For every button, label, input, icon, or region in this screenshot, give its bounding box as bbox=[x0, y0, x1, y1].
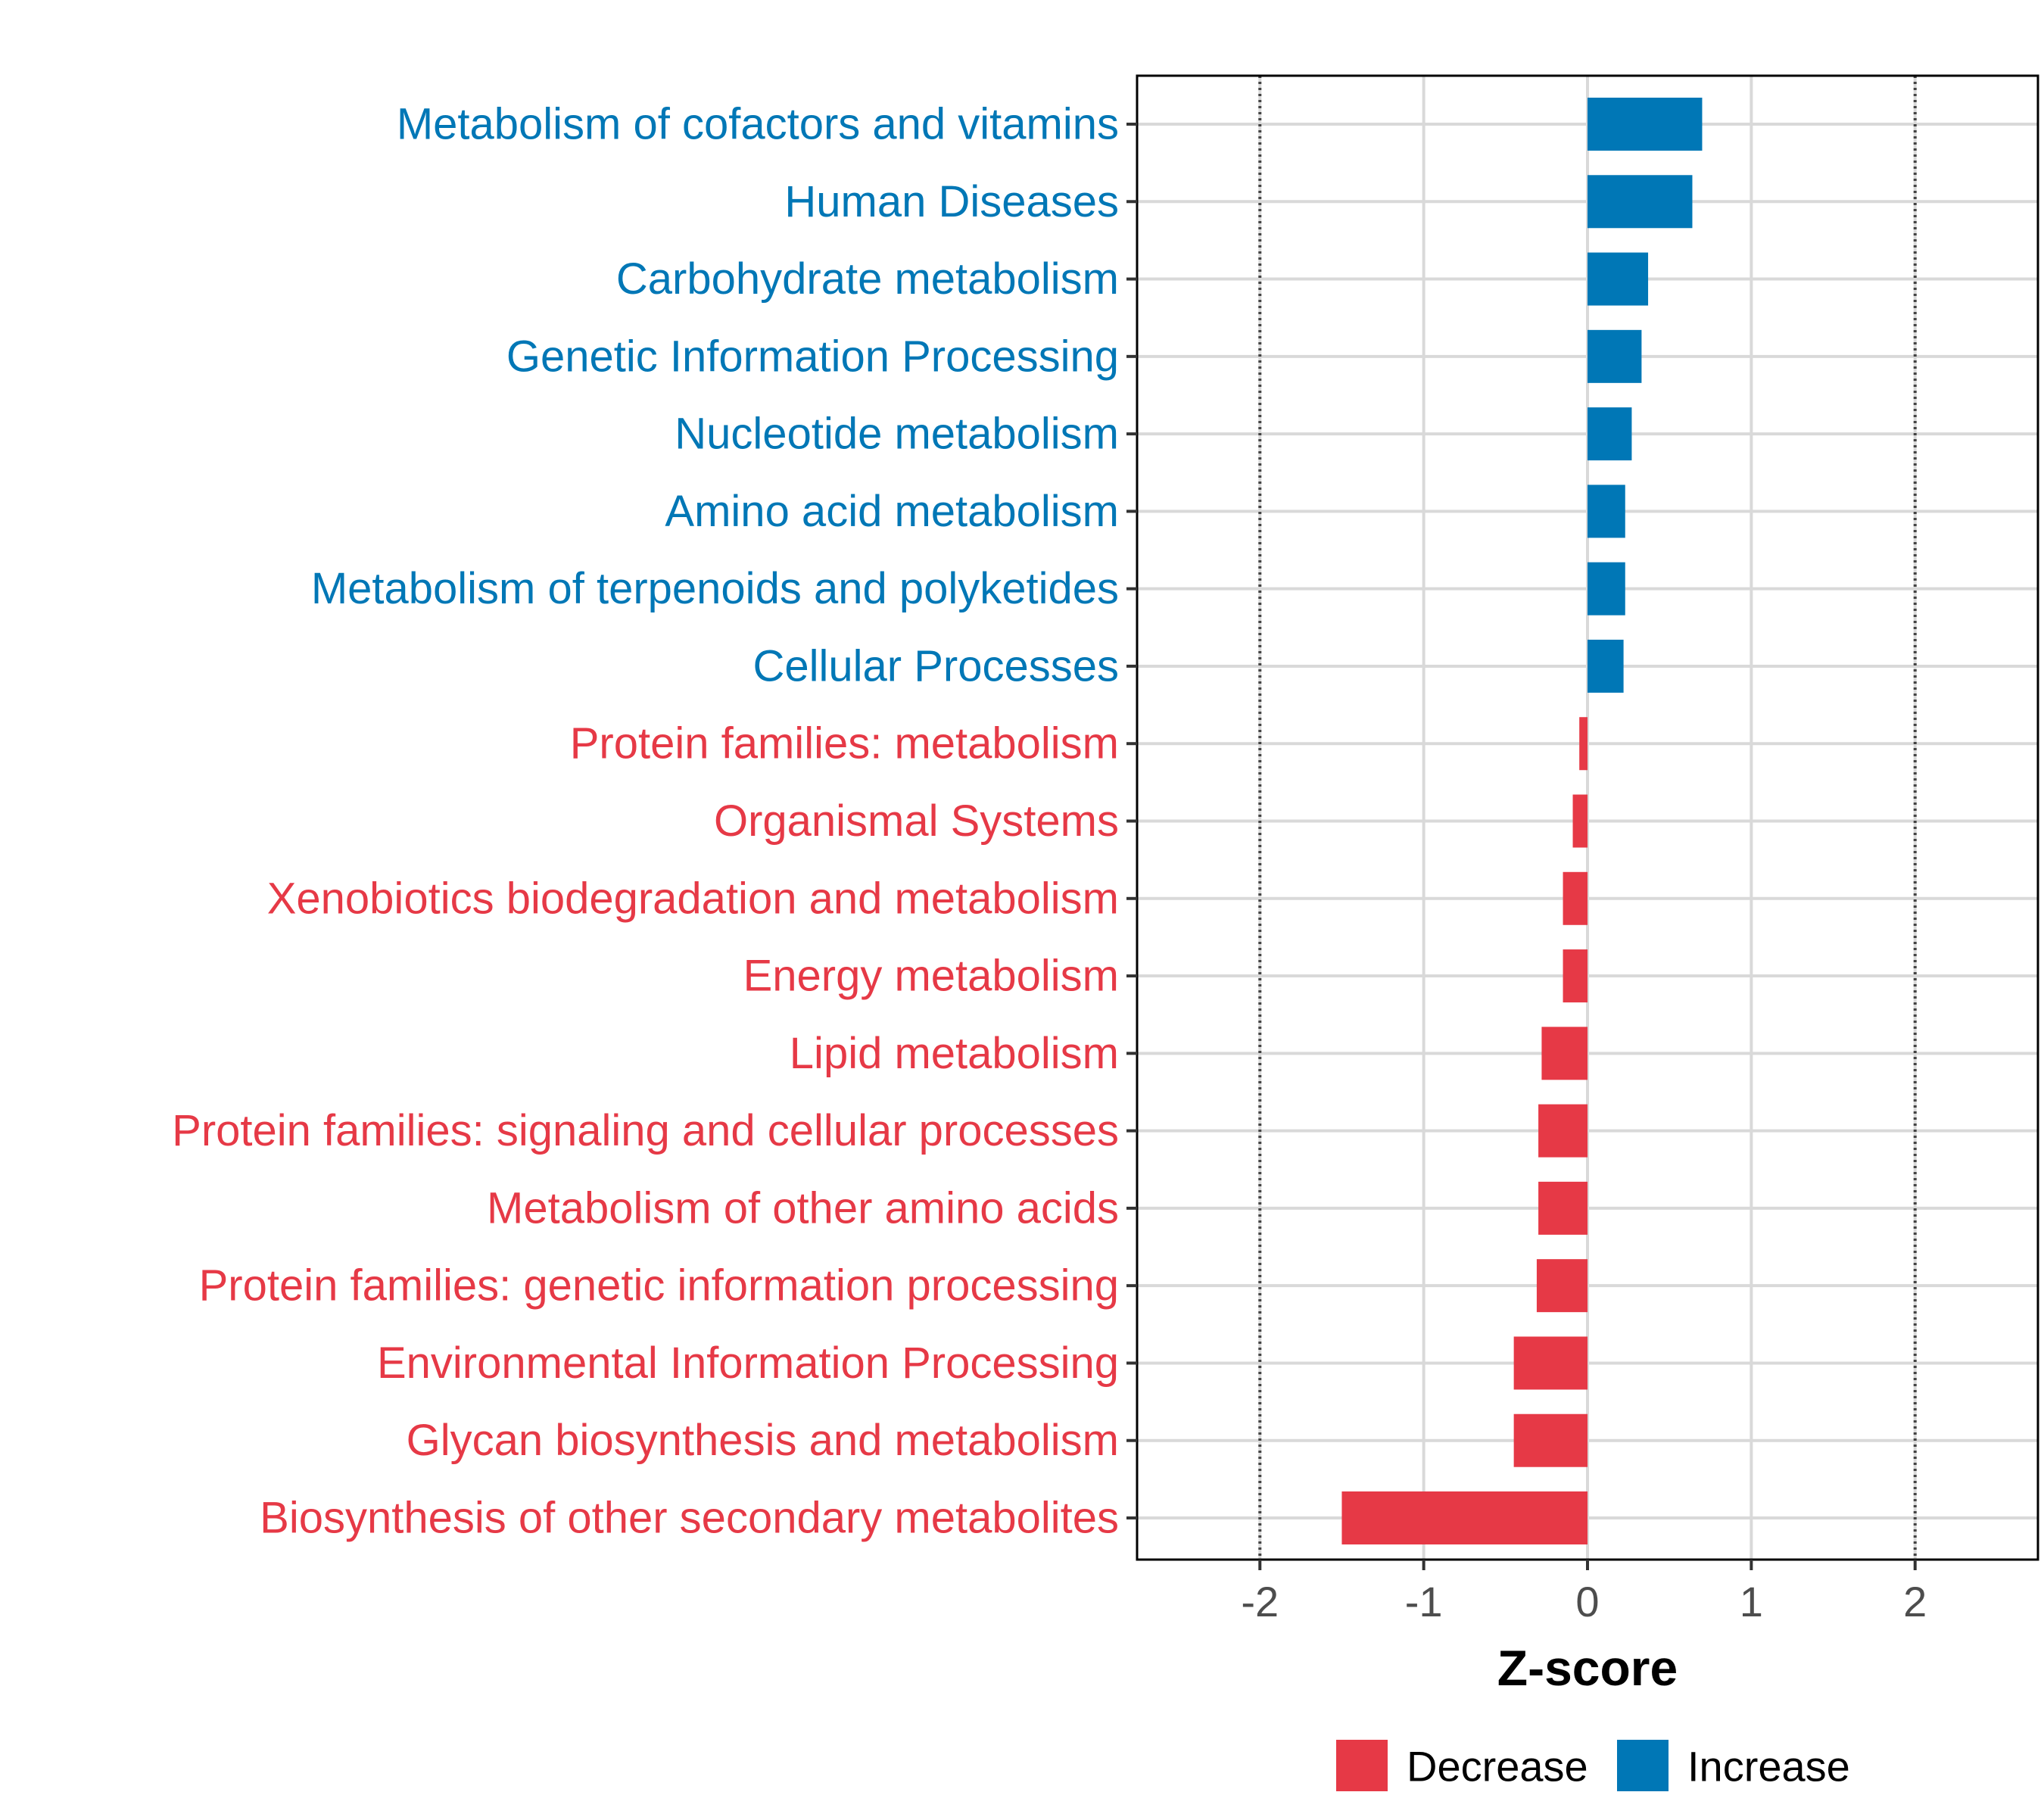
bar-decrease bbox=[1563, 949, 1588, 1003]
bar-layer bbox=[1341, 98, 1703, 1544]
bar-increase bbox=[1588, 639, 1624, 693]
category-label: Xenobiotics biodegradation and metabolis… bbox=[267, 874, 1119, 923]
x-tick-label: 1 bbox=[1740, 1578, 1763, 1625]
category-label: Nucleotide metabolism bbox=[675, 410, 1119, 459]
category-label: Energy metabolism bbox=[743, 952, 1119, 1001]
bar-decrease bbox=[1513, 1413, 1588, 1467]
x-tick-label: -1 bbox=[1405, 1578, 1443, 1625]
category-label: Carbohydrate metabolism bbox=[616, 254, 1119, 304]
category-label: Genetic Information Processing bbox=[506, 332, 1119, 381]
category-label: Environmental Information Processing bbox=[377, 1339, 1119, 1388]
category-label: Human Diseases bbox=[784, 177, 1119, 226]
bar-increase bbox=[1588, 252, 1649, 306]
y-tick-layer: Metabolism of cofactors and vitamins Huma… bbox=[172, 100, 1137, 1543]
legend-label-decrease: Decrease bbox=[1407, 1743, 1588, 1791]
bar-increase bbox=[1588, 98, 1703, 151]
bar-decrease bbox=[1541, 1027, 1588, 1080]
bar-decrease bbox=[1563, 871, 1588, 925]
x-tick-label: 2 bbox=[1903, 1578, 1927, 1625]
category-label: Glycan biosynthesis and metabolism bbox=[407, 1416, 1119, 1465]
legend-key-increase bbox=[1617, 1740, 1669, 1791]
bar-increase bbox=[1588, 562, 1625, 616]
legend: Decrease Increase bbox=[1336, 1740, 1850, 1791]
bar-decrease bbox=[1341, 1491, 1588, 1544]
bar-increase bbox=[1588, 175, 1693, 229]
category-label: Biosynthesis of other secondary metaboli… bbox=[260, 1494, 1119, 1543]
bar-decrease bbox=[1538, 1104, 1588, 1158]
reference-line-layer bbox=[1258, 76, 1917, 1560]
bar-decrease bbox=[1513, 1336, 1588, 1390]
bar-increase bbox=[1588, 407, 1632, 461]
category-label: Metabolism of cofactors and vitamins bbox=[397, 100, 1119, 149]
x-axis-title: Z-score bbox=[1497, 1640, 1678, 1696]
bar-decrease bbox=[1572, 794, 1588, 848]
bar-increase bbox=[1588, 485, 1625, 538]
category-label: Cellular Processes bbox=[752, 641, 1119, 690]
legend-label-increase: Increase bbox=[1687, 1743, 1850, 1791]
category-label: Lipid metabolism bbox=[790, 1029, 1119, 1078]
category-label: Metabolism of terpenoids and polyketides bbox=[311, 564, 1119, 613]
category-label: Protein families: signaling and cellular… bbox=[172, 1106, 1119, 1155]
legend-key-decrease bbox=[1336, 1740, 1388, 1791]
bar-increase bbox=[1588, 329, 1642, 383]
category-label: Amino acid metabolism bbox=[665, 487, 1119, 536]
x-tick-label: 0 bbox=[1575, 1578, 1599, 1625]
x-tick-layer: -2 -1 0 1 2 bbox=[1241, 1560, 1927, 1625]
bar-decrease bbox=[1536, 1259, 1588, 1313]
category-label: Organismal Systems bbox=[714, 796, 1119, 846]
category-label: Protein families: metabolism bbox=[570, 719, 1119, 768]
category-label: Protein families: genetic information pr… bbox=[199, 1261, 1119, 1311]
bar-decrease bbox=[1538, 1181, 1588, 1235]
x-tick-label: -2 bbox=[1241, 1578, 1279, 1625]
category-label: Metabolism of other amino acids bbox=[487, 1183, 1119, 1233]
bar-decrease bbox=[1579, 717, 1588, 771]
